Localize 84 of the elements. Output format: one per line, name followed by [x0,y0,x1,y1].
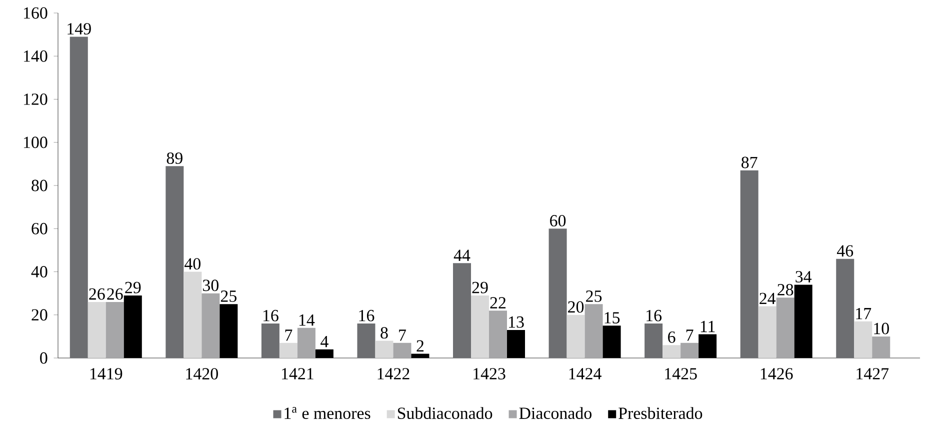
data-label: 22 [490,297,506,308]
data-label: 6 [668,331,676,343]
bar [70,36,88,358]
bar [202,293,220,358]
x-tick-label: 1427 [856,368,889,380]
data-label: 24 [760,292,776,304]
bar [680,342,699,358]
y-tick-label: 60 [32,222,48,234]
data-label: 89 [166,152,182,164]
data-label: 16 [263,310,278,322]
bar [854,321,872,358]
data-label: 149 [68,23,91,35]
y-tick-label: 120 [24,94,48,105]
bar [184,272,202,358]
data-label: 13 [509,316,524,328]
bar [566,314,585,358]
bar [88,302,106,358]
bar [453,263,472,358]
data-label: 34 [796,271,812,282]
data-label: 16 [359,310,374,322]
bar [836,258,854,358]
y-tick-label: 160 [24,7,48,19]
data-label: 10 [874,322,889,334]
bar [740,170,758,358]
data-label: 15 [604,312,620,324]
y-tick-label: 80 [32,180,48,192]
data-label: 26 [89,288,105,300]
x-tick-label: 1426 [760,368,793,380]
x-tick-label: 1421 [282,368,314,380]
bar [644,324,663,358]
data-label: 4 [320,336,328,348]
data-label: 17 [856,308,872,320]
bar [393,342,412,358]
data-label: 40 [184,258,200,270]
data-label: 29 [125,282,141,294]
data-label: 60 [550,214,566,226]
bar [662,345,681,358]
data-label: 7 [399,330,406,341]
data-label: 46 [836,245,854,257]
data-label: 30 [203,280,218,292]
bar [297,328,316,358]
bar [106,302,124,358]
bar [375,340,394,358]
legend-label: Presbiterado [618,407,702,419]
legend-label: 1$^{a}$ e menores [284,407,370,420]
data-label: 28 [778,284,794,296]
x-tick-label: 1420 [186,368,218,380]
bar [776,298,794,358]
y-tick-label: 0 [40,352,48,364]
bar [471,295,490,358]
bar [584,304,603,358]
data-label: 7 [686,330,694,341]
y-tick-label: 40 [31,266,48,278]
data-label: 8 [380,327,388,339]
data-label: 2 [416,340,424,352]
y-tick-label: 100 [24,136,48,148]
bar [261,324,280,358]
bar [548,228,567,358]
data-label: 16 [646,310,662,322]
bar [758,306,776,358]
y-tick-label: 20 [32,309,48,321]
data-label: 14 [299,314,315,326]
y-tick-label: 140 [24,50,48,62]
bar [872,336,890,358]
data-label: 87 [742,156,758,168]
bar [357,324,376,358]
x-tick-label: 1423 [474,368,506,380]
legend-label: Diaconado [519,407,592,419]
x-tick-label: 1424 [569,368,602,380]
data-label: 25 [220,290,236,302]
data-label: 20 [568,301,584,313]
data-label: 11 [700,320,715,332]
x-tick-label: 1425 [665,368,697,380]
x-tick-label: 1419 [90,368,122,380]
bar [279,342,298,358]
data-label: 44 [454,250,470,261]
bar [489,310,508,358]
x-tick-label: 1422 [378,368,410,380]
data-label: 25 [586,290,602,302]
legend-label: Subdiaconado [398,407,492,419]
data-label: 7 [285,330,292,341]
data-label: 26 [107,288,123,300]
bar [166,166,184,358]
data-label: 29 [472,282,488,294]
